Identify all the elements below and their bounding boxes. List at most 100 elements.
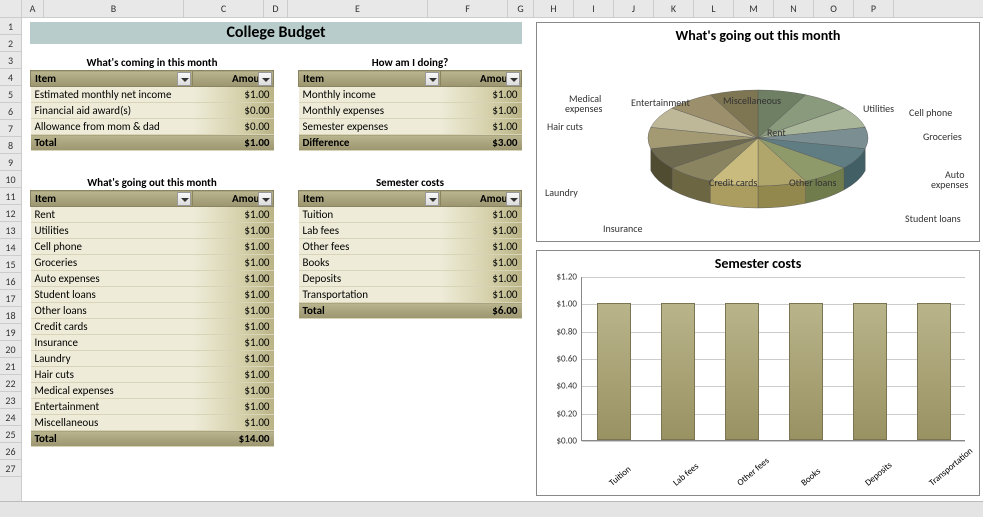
cell-amount[interactable]: $1.00 (193, 287, 274, 303)
row-header-4[interactable]: 4 (0, 69, 21, 86)
col-header-H[interactable]: H (534, 0, 574, 17)
row-header-2[interactable]: 2 (0, 35, 21, 52)
col-header-P[interactable]: P (854, 0, 894, 17)
cell-item[interactable]: Monthly income (299, 87, 441, 103)
cell-item[interactable]: Entertainment (31, 399, 193, 415)
cell-amount[interactable]: $1.00 (440, 87, 521, 103)
semester-table[interactable]: ItemAmountTuition$1.00Lab fees$1.00Other… (298, 190, 522, 319)
incoming-table[interactable]: ItemAmountEstimated monthly net income$1… (30, 70, 274, 151)
filter-dropdown-icon[interactable] (177, 72, 191, 86)
cell-amount[interactable]: $1.00 (193, 319, 274, 335)
header-amount[interactable]: Amount (440, 71, 521, 87)
filter-dropdown-icon[interactable] (506, 192, 520, 206)
outgoing-table[interactable]: ItemAmountRent$1.00Utilities$1.00Cell ph… (30, 190, 274, 447)
cell-amount[interactable]: $1.00 (440, 103, 521, 119)
cell-item[interactable]: Utilities (31, 223, 193, 239)
col-header-N[interactable]: N (774, 0, 814, 17)
header-item[interactable]: Item (299, 191, 441, 207)
row-header-13[interactable]: 13 (0, 222, 21, 239)
cell-amount[interactable]: $1.00 (440, 287, 521, 303)
col-header-M[interactable]: M (734, 0, 774, 17)
cell-amount[interactable]: $0.00 (193, 119, 274, 135)
col-header-D[interactable]: D (264, 0, 288, 17)
pie-chart[interactable]: What's going out this month Medicalexpen… (536, 22, 980, 242)
cell-item[interactable]: Groceries (31, 255, 193, 271)
bar-other-fees[interactable] (725, 303, 759, 440)
cell-item[interactable]: Laundry (31, 351, 193, 367)
cell-amount[interactable]: $1.00 (193, 87, 274, 103)
cell-amount[interactable]: $1.00 (193, 335, 274, 351)
filter-dropdown-icon[interactable] (258, 72, 272, 86)
filter-dropdown-icon[interactable] (425, 72, 439, 86)
header-amount[interactable]: Amount (440, 191, 521, 207)
cell-item[interactable]: Miscellaneous (31, 415, 193, 431)
col-header-F[interactable]: F (428, 0, 508, 17)
row-header-10[interactable]: 10 (0, 171, 21, 188)
cell-item[interactable]: Insurance (31, 335, 193, 351)
bar-deposits[interactable] (853, 303, 887, 440)
cell-item[interactable]: Credit cards (31, 319, 193, 335)
row-header-20[interactable]: 20 (0, 341, 21, 358)
cell-item[interactable]: Auto expenses (31, 271, 193, 287)
cell-amount[interactable]: $1.00 (440, 223, 521, 239)
row-header-25[interactable]: 25 (0, 426, 21, 443)
cell-item[interactable]: Financial aid award(s) (31, 103, 193, 119)
filter-dropdown-icon[interactable] (506, 72, 520, 86)
header-item[interactable]: Item (31, 71, 193, 87)
filter-dropdown-icon[interactable] (177, 192, 191, 206)
cell-item[interactable]: Hair cuts (31, 367, 193, 383)
row-header-18[interactable]: 18 (0, 307, 21, 324)
bar-lab-fees[interactable] (661, 303, 695, 440)
cell-item[interactable]: Rent (31, 207, 193, 223)
col-header-I[interactable]: I (574, 0, 614, 17)
row-header-22[interactable]: 22 (0, 375, 21, 392)
cell-item[interactable]: Other loans (31, 303, 193, 319)
col-header-C[interactable]: C (184, 0, 264, 17)
row-header-12[interactable]: 12 (0, 205, 21, 222)
cell-amount[interactable]: $1.00 (193, 415, 274, 431)
cell-item[interactable]: Medical expenses (31, 383, 193, 399)
row-header-17[interactable]: 17 (0, 290, 21, 307)
header-item[interactable]: Item (299, 71, 441, 87)
header-amount[interactable]: Amount (193, 191, 274, 207)
cell-amount[interactable]: $1.00 (440, 119, 521, 135)
row-header-11[interactable]: 11 (0, 188, 21, 205)
row-header-15[interactable]: 15 (0, 256, 21, 273)
bar-tuition[interactable] (597, 303, 631, 440)
header-amount[interactable]: Amount (193, 71, 274, 87)
cell-amount[interactable]: $1.00 (440, 255, 521, 271)
row-header-8[interactable]: 8 (0, 137, 21, 154)
cell-amount[interactable]: $1.00 (193, 399, 274, 415)
cell-amount[interactable]: $1.00 (440, 239, 521, 255)
row-header-9[interactable]: 9 (0, 154, 21, 171)
col-header-B[interactable]: B (44, 0, 184, 17)
doing-table[interactable]: ItemAmountMonthly income$1.00Monthly exp… (298, 70, 522, 151)
cell-item[interactable]: Cell phone (31, 239, 193, 255)
col-header-O[interactable]: O (814, 0, 854, 17)
cell-amount[interactable]: $1.00 (193, 255, 274, 271)
cell-item[interactable]: Student loans (31, 287, 193, 303)
row-header-3[interactable]: 3 (0, 52, 21, 69)
cell-amount[interactable]: $1.00 (193, 271, 274, 287)
cell-amount[interactable]: $1.00 (193, 367, 274, 383)
col-header-J[interactable]: J (614, 0, 654, 17)
row-header-16[interactable]: 16 (0, 273, 21, 290)
row-header-23[interactable]: 23 (0, 392, 21, 409)
sheet-tab-strip[interactable] (0, 501, 983, 517)
cell-item[interactable]: Lab fees (299, 223, 441, 239)
row-header-19[interactable]: 19 (0, 324, 21, 341)
cell-amount[interactable]: $1.00 (193, 223, 274, 239)
filter-dropdown-icon[interactable] (425, 192, 439, 206)
col-header-L[interactable]: L (694, 0, 734, 17)
filter-dropdown-icon[interactable] (258, 192, 272, 206)
row-header-27[interactable]: 27 (0, 460, 21, 477)
row-header-21[interactable]: 21 (0, 358, 21, 375)
header-item[interactable]: Item (31, 191, 193, 207)
col-header-G[interactable]: G (508, 0, 534, 17)
row-header-1[interactable]: 1 (0, 18, 21, 35)
cell-item[interactable]: Other fees (299, 239, 441, 255)
bar-chart[interactable]: Semester costs $0.00$0.20$0.40$0.60$0.80… (536, 250, 980, 496)
cell-amount[interactable]: $0.00 (193, 103, 274, 119)
cell-amount[interactable]: $1.00 (193, 239, 274, 255)
cell-amount[interactable]: $1.00 (193, 207, 274, 223)
